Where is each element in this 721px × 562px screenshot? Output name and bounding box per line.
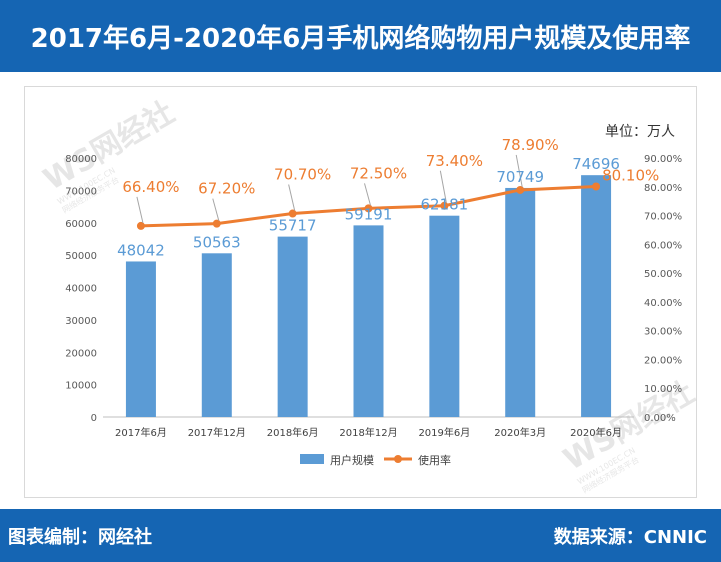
x-tick-label: 2018年12月 xyxy=(339,426,397,439)
y-right-tick-label: 40.00% xyxy=(644,298,682,309)
bar xyxy=(125,261,156,417)
header-bar: 2017年6月-2020年6月手机网络购物用户规模及使用率 xyxy=(0,0,721,72)
y-right-tick-label: 60.00% xyxy=(644,240,682,251)
line-point xyxy=(364,204,373,213)
bar xyxy=(201,253,232,417)
y-right-tick-label: 80.00% xyxy=(644,183,682,194)
line-label-leader xyxy=(212,198,220,221)
line-data-label: 67.20% xyxy=(198,180,255,198)
line-point xyxy=(592,182,601,191)
legend-label-line: 使用率 xyxy=(418,453,451,467)
bar xyxy=(505,187,536,417)
y-right-tick-label: 90.00% xyxy=(644,154,682,165)
line-data-label: 66.40% xyxy=(122,178,179,196)
y-left-tick-label: 40000 xyxy=(65,284,97,295)
legend-swatch-bar xyxy=(300,454,324,464)
line-label-leader xyxy=(515,154,523,188)
y-right-tick-label: 0.00% xyxy=(644,413,676,424)
unit-label: 单位：万人 xyxy=(605,124,675,140)
x-tick-label: 2020年6月 xyxy=(570,426,622,439)
y-left-tick-label: 80000 xyxy=(65,154,97,165)
y-left-tick-label: 50000 xyxy=(65,251,97,262)
line-label-leader xyxy=(288,184,296,211)
line-point xyxy=(136,221,145,230)
bar xyxy=(581,175,612,417)
line-label-leader xyxy=(136,196,144,224)
line-point xyxy=(516,185,525,194)
bar-data-label: 62181 xyxy=(420,196,468,214)
line-data-label: 80.10% xyxy=(602,166,659,184)
x-tick-label: 2020年3月 xyxy=(494,426,546,439)
line-data-label: 73.40% xyxy=(426,152,483,170)
y-left-tick-label: 0 xyxy=(91,413,97,424)
footer-editor: 图表编制：网经社 xyxy=(8,527,152,548)
bar-data-label: 59191 xyxy=(345,205,393,223)
y-right-tick-label: 50.00% xyxy=(644,269,682,280)
footer-bar: 图表编制：网经社 数据来源：CNNIC xyxy=(0,509,721,562)
y-left-tick-label: 10000 xyxy=(65,381,97,392)
bar-data-label: 74696 xyxy=(572,155,620,173)
y-left-tick-label: 30000 xyxy=(65,316,97,327)
page-title: 2017年6月-2020年6月手机网络购物用户规模及使用率 xyxy=(30,23,691,54)
bar-data-label: 70749 xyxy=(496,168,544,186)
bar xyxy=(429,215,460,417)
x-tick-label: 2018年6月 xyxy=(267,426,319,439)
y-right-tick-label: 30.00% xyxy=(644,327,682,338)
line-data-label: 70.70% xyxy=(274,166,331,184)
line-data-label: 72.50% xyxy=(350,164,407,182)
x-tick-label: 2019年6月 xyxy=(418,426,470,439)
line-point xyxy=(440,201,449,210)
y-left-tick-label: 20000 xyxy=(65,348,97,359)
y-right-tick-label: 70.00% xyxy=(644,212,682,223)
legend-swatch-point xyxy=(394,455,402,463)
line-point xyxy=(288,209,297,218)
line-label-leader xyxy=(364,183,371,206)
line-point xyxy=(212,219,221,228)
bar-data-label: 55717 xyxy=(269,217,317,235)
y-right-tick-label: 10.00% xyxy=(644,384,682,395)
legend-label-bar: 用户规模 xyxy=(330,453,374,467)
line-data-label: 78.90% xyxy=(502,136,559,154)
bar-data-label: 48042 xyxy=(117,241,165,259)
bar-data-label: 50563 xyxy=(193,233,241,251)
y-left-tick-label: 70000 xyxy=(65,186,97,197)
bar xyxy=(277,236,308,417)
bar xyxy=(353,225,384,417)
x-tick-label: 2017年12月 xyxy=(188,426,246,439)
y-right-tick-label: 20.00% xyxy=(644,355,682,366)
line-label-leader xyxy=(439,170,447,203)
footer-source: 数据来源：CNNIC xyxy=(553,527,707,548)
y-left-tick-label: 60000 xyxy=(65,219,97,230)
x-tick-label: 2017年6月 xyxy=(115,426,167,439)
